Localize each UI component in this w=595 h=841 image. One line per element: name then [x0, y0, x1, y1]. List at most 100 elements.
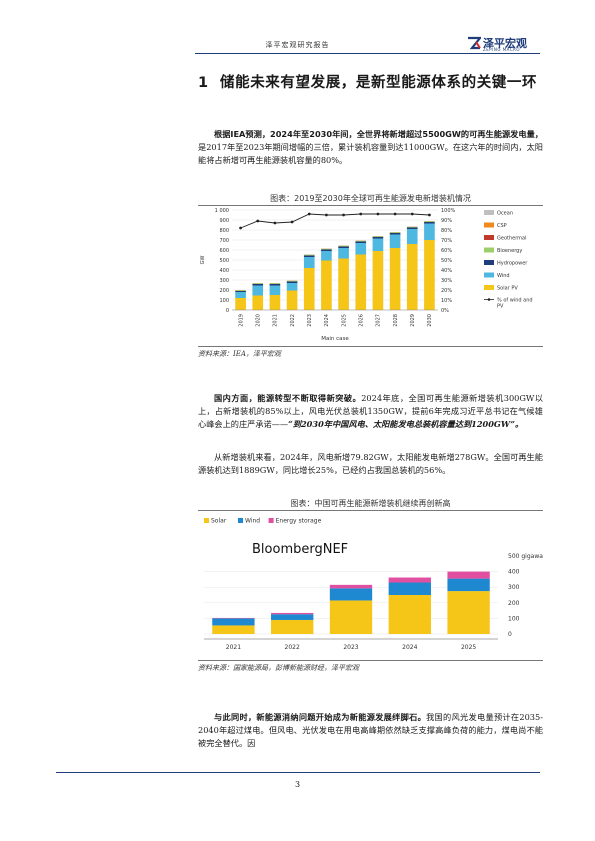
report-header-title: 泽平宏观研究报告 [265, 41, 330, 49]
section-heading: 1 储能未来有望发展，是新型能源体系的关键一环 [198, 71, 543, 95]
bar-segment [252, 285, 264, 296]
bar-segment [389, 234, 401, 248]
line-point [325, 213, 328, 217]
y-tick-label: 800 [219, 228, 229, 234]
legend-swatch [204, 518, 209, 523]
figure2-top-rule [198, 510, 543, 511]
figure1-bottom-rule [198, 346, 543, 347]
share-line [240, 213, 430, 229]
line-point [393, 212, 397, 216]
bar-segment [235, 290, 246, 291]
paragraph-bold-lead: 国内方面，能源转型不断取得新突破。 [214, 393, 362, 403]
y-tick-label: 400 [219, 268, 229, 274]
legend-label: Solar PV [497, 286, 518, 292]
line-point [410, 212, 414, 216]
figure1-source: 资料来源：IEA，泽平宏观 [198, 350, 281, 358]
x-tick-label: 2027 [376, 314, 382, 327]
y2-tick-label: 0% [441, 308, 449, 314]
bar-segment [389, 233, 401, 235]
y2-tick-label: 80% [441, 228, 452, 234]
line-point [256, 219, 260, 223]
y-tick-label: 200 [508, 600, 520, 607]
logo-mark-icon [468, 36, 481, 50]
bar-segment [271, 614, 314, 620]
x-tick-label: 2021 [226, 644, 241, 651]
section-title: 储能未来有望发展，是新型能源体系的关键一环 [220, 75, 538, 91]
y-axis-label: GW [200, 256, 206, 265]
page-number: 3 [294, 780, 301, 789]
x-tick-label: 2019 [238, 314, 244, 327]
x-tick-label: 2024 [402, 644, 417, 651]
china-new-capacity-chart: Solar Wind Energy storage BloombergNEF 0 100 2… [198, 512, 543, 659]
y-tick-label: 900 [219, 218, 229, 224]
bar-segment [447, 578, 490, 592]
paragraph-bold-lead: 与此同时，新能源消纳问题开始成为新能源发展绊脚石。 [214, 712, 427, 722]
bar-segment [303, 257, 315, 268]
legend-swatch [484, 235, 494, 240]
bar-segment [212, 625, 255, 634]
x-tick-label: 2022 [285, 644, 300, 651]
bar-segment [372, 238, 384, 251]
bar-segment [303, 254, 315, 256]
x-tick-label: 2030 [427, 314, 433, 327]
bar-segment [372, 237, 384, 239]
bar-segment [252, 295, 264, 310]
bar-segment [321, 249, 332, 251]
bar-segment [388, 577, 431, 583]
y2-tick-label: 40% [441, 268, 452, 274]
line-point [290, 220, 294, 224]
x-tick-label: 2023 [307, 314, 313, 327]
bar-segment [355, 241, 367, 243]
bar-segment [424, 240, 435, 310]
legend-label: Wind [497, 273, 510, 279]
paragraph-consumption-issue: 与此同时，新能源消纳问题开始成为新能源发展绊脚石。我国的风光发电量预计在2035… [198, 711, 543, 751]
y2-tick-label: 70% [441, 238, 452, 244]
y-axis-unit: 500 gigawatts [508, 553, 543, 560]
figure1-top-rule [198, 205, 543, 206]
bar-segment [389, 248, 401, 310]
bar-segment [355, 240, 367, 242]
line-point [359, 212, 363, 216]
bar-segment [338, 246, 349, 248]
y2-tick-label: 50% [441, 258, 452, 264]
bar-segment [338, 248, 349, 259]
bar-segment [406, 244, 418, 310]
x-tick-label: 2021 [273, 314, 279, 327]
y-tick-label: 1 000 [215, 208, 229, 214]
x-tick-label: 2026 [359, 314, 365, 327]
bar-segment [447, 591, 490, 634]
bar-segment [269, 285, 281, 295]
paragraph-iea-forecast: 根据IEA预测，2024年至2030年间，全世界将新增超过5500GW的可再生能… [198, 128, 543, 168]
legend-label: Bioenergy [497, 248, 522, 254]
section-number: 1 [198, 75, 209, 91]
legend-swatch [484, 222, 494, 228]
figure2-caption: 图表：中国可再生能源新增装机继续再创新高 [290, 499, 451, 508]
line-point [273, 221, 277, 225]
logo-name: 泽平宏观 [483, 37, 527, 50]
y-tick-label: 300 [219, 278, 229, 284]
y-tick-label: 300 [508, 584, 520, 591]
bar-segment [424, 221, 435, 222]
bar-segment [286, 281, 298, 283]
figure2-source: 资料来源：国家能源局，彭博新能源财经，泽平宏观 [198, 664, 359, 672]
legend-swatch [268, 518, 274, 523]
legend-line-marker [487, 298, 491, 301]
y2-tick-label: 90% [441, 218, 452, 224]
bar-segment [338, 258, 349, 310]
line-point [428, 213, 431, 217]
figure2-bottom-rule [198, 660, 543, 661]
paragraph-new-capacity: 从新增装机来看，2024年，风电新增79.82GW，太阳能发电新增278GW。全… [198, 452, 543, 476]
y-tick-label: 200 [219, 288, 229, 294]
brand-wordmark: BloombergNEF [252, 542, 348, 557]
y-tick-label: 100 [508, 615, 520, 622]
paragraph-body: 2024年底，全国可再生能源新增装机300GW以上，占新增装机的85%以上，风电… [198, 393, 543, 430]
global-renewables-chart: 0 100 200 300 400 500 600 700 800 900 1 000 0% 10% 20… [200, 208, 533, 342]
bar-segment [286, 283, 298, 291]
bar-segment [235, 298, 246, 310]
bar-segment [252, 283, 264, 284]
bar-segment [303, 255, 315, 257]
bar-segment [338, 245, 349, 247]
y-tick-label: 600 [219, 248, 229, 254]
bar-segment [372, 236, 384, 237]
y-tick-label: 700 [219, 238, 229, 244]
